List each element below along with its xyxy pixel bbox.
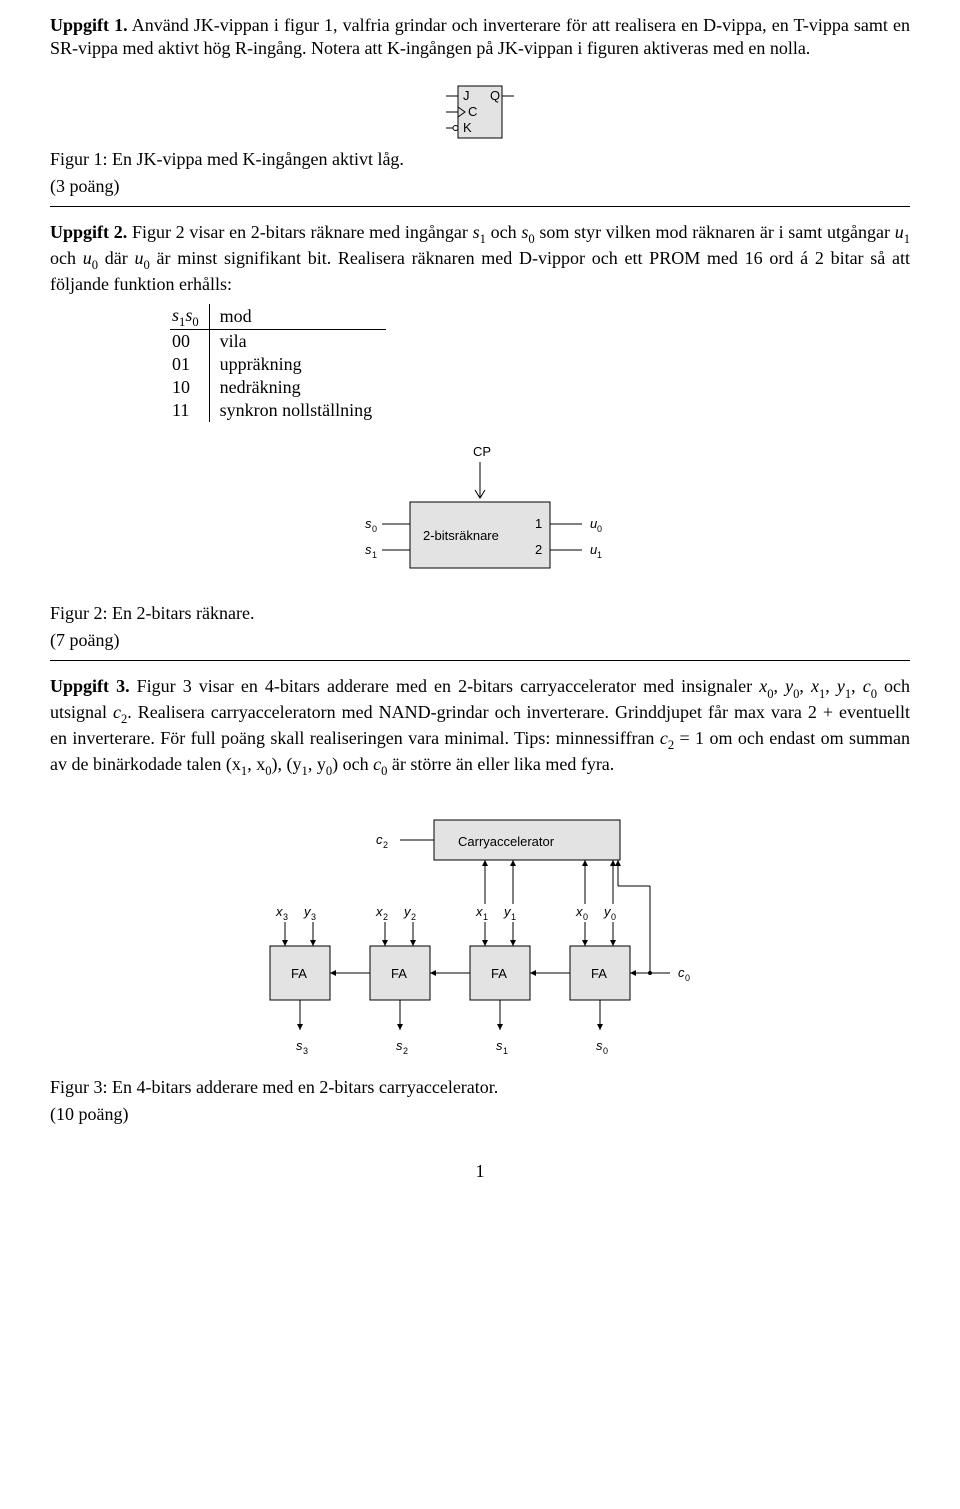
fa-block: FA: [370, 946, 430, 1000]
task-1-points: (3 poäng): [50, 175, 910, 198]
jk-label-c: C: [468, 104, 477, 119]
mode-table-head-0: s1s0: [170, 304, 209, 330]
svg-text:x: x: [275, 904, 283, 919]
svg-text:1: 1: [597, 550, 602, 560]
svg-text:c: c: [376, 832, 383, 847]
table-row: 01uppräkning: [170, 353, 386, 376]
svg-text:s: s: [296, 1038, 303, 1053]
figure-3-caption: Figur 3: En 4-bitars adderare med en 2-b…: [50, 1076, 910, 1099]
task-3-text: Uppgift 3. Figur 3 visar en 4-bitars add…: [50, 675, 910, 778]
svg-text:2: 2: [383, 840, 388, 850]
svg-text:0: 0: [583, 912, 588, 922]
task-1-body: Använd JK-vippan i figur 1, valfria grin…: [50, 15, 910, 58]
fa-block: FA: [270, 946, 330, 1000]
svg-text:1: 1: [503, 1046, 508, 1056]
svg-text:1: 1: [483, 912, 488, 922]
svg-text:FA: FA: [291, 966, 307, 981]
svg-text:2: 2: [403, 1046, 408, 1056]
svg-text:0: 0: [611, 912, 616, 922]
task-3-label: Uppgift 3.: [50, 676, 130, 696]
svg-text:s: s: [496, 1038, 503, 1053]
divider-1: [50, 206, 910, 207]
svg-text:x: x: [575, 904, 583, 919]
task-3: Uppgift 3. Figur 3 visar en 4-bitars add…: [50, 675, 910, 1126]
task-3-points: (10 poäng): [50, 1103, 910, 1126]
jk-label-k: K: [463, 120, 472, 135]
divider-2: [50, 660, 910, 661]
svg-text:x: x: [375, 904, 383, 919]
jk-label-j: J: [463, 88, 470, 103]
figure-1-caption: Figur 1: En JK-vippa med K-ingången akti…: [50, 148, 910, 171]
svg-text:0: 0: [372, 524, 377, 534]
cp-label: CP: [473, 444, 491, 459]
svg-text:2: 2: [535, 542, 542, 557]
svg-text:0: 0: [603, 1046, 608, 1056]
jk-label-q: Q: [490, 88, 500, 103]
task-2-points: (7 poäng): [50, 629, 910, 652]
counter-box-label: 2-bitsräknare: [423, 528, 499, 543]
task-1-label: Uppgift 1.: [50, 15, 128, 35]
svg-text:s: s: [365, 542, 372, 557]
svg-text:3: 3: [303, 1046, 308, 1056]
svg-text:1: 1: [372, 550, 377, 560]
table-row: 10nedräkning: [170, 376, 386, 399]
svg-text:1: 1: [511, 912, 516, 922]
svg-text:0: 0: [685, 973, 690, 983]
task-2: Uppgift 2. Figur 2 visar en 2-bitars räk…: [50, 221, 910, 652]
task-1: Uppgift 1. Använd JK-vippan i figur 1, v…: [50, 14, 910, 198]
svg-text:x: x: [475, 904, 483, 919]
svg-text:FA: FA: [491, 966, 507, 981]
mode-table-head-1: mod: [209, 304, 386, 330]
mode-table: s1s0 mod 00vila 01uppräkning 10nedräknin…: [170, 304, 910, 423]
fa-block: FA: [570, 946, 630, 1000]
svg-text:FA: FA: [591, 966, 607, 981]
figure-3: Carryaccelerator c2 FA FA FA FA c0: [200, 806, 760, 1076]
svg-text:3: 3: [311, 912, 316, 922]
figure-2: CP 2-bitsräknare s0 s1 1 2 u0 u1: [310, 442, 650, 602]
svg-text:2: 2: [383, 912, 388, 922]
page-number: 1: [50, 1160, 910, 1183]
svg-text:3: 3: [283, 912, 288, 922]
figure-1: J C K Q: [430, 76, 530, 148]
svg-text:2: 2: [411, 912, 416, 922]
svg-text:c: c: [678, 965, 685, 980]
svg-text:s: s: [596, 1038, 603, 1053]
task-2-text: Uppgift 2. Figur 2 visar en 2-bitars räk…: [50, 221, 910, 295]
svg-text:1: 1: [535, 516, 542, 531]
svg-text:FA: FA: [391, 966, 407, 981]
svg-text:s: s: [396, 1038, 403, 1053]
table-row: 11synkron nollställning: [170, 399, 386, 422]
carry-accel-label: Carryaccelerator: [458, 834, 555, 849]
task-1-text: Uppgift 1. Använd JK-vippan i figur 1, v…: [50, 14, 910, 60]
svg-text:0: 0: [597, 524, 602, 534]
fa-block: FA: [470, 946, 530, 1000]
jk-flipflop-icon: J C K Q: [430, 76, 530, 148]
figure-2-caption: Figur 2: En 2-bitars räknare.: [50, 602, 910, 625]
table-row: 00vila: [170, 330, 386, 354]
svg-text:s: s: [365, 516, 372, 531]
task-2-label: Uppgift 2.: [50, 222, 127, 242]
